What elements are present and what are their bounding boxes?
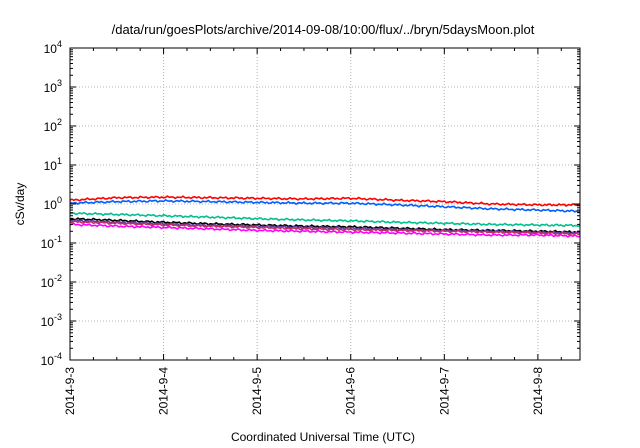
x-tick-labels: 2014-9-3 2014-9-4 2014-9-5 2014-9-6 2014-9-7… (63, 367, 545, 415)
ticks (69, 47, 580, 361)
x-tick-label: 2014-9-7 (437, 367, 451, 415)
y-tick-label: 104 (44, 39, 62, 56)
series-line (69, 211, 581, 228)
y-axis-label: cSv/day (13, 183, 27, 226)
y-tick-label: 103 (44, 78, 62, 95)
x-tick-label: 2014-9-3 (63, 367, 77, 415)
y-tick-label: 10-2 (41, 273, 62, 290)
y-tick-label: 100 (44, 195, 62, 212)
series-line (69, 195, 581, 207)
y-tick-label: 10-1 (41, 234, 62, 251)
y-tick-label: 10-4 (41, 351, 62, 368)
y-tick-label: 101 (44, 156, 62, 173)
series-line (69, 199, 581, 213)
x-tick-label: 2014-9-5 (250, 367, 264, 415)
x-axis-label: Coordinated Universal Time (UTC) (231, 430, 415, 444)
x-tick-label: 2014-9-8 (531, 367, 545, 415)
x-tick-label: 2014-9-4 (157, 367, 171, 415)
chart-title: /data/run/goesPlots/archive/2014-09-08/1… (112, 22, 535, 37)
series-group (69, 195, 581, 238)
y-tick-label: 10-3 (41, 312, 62, 329)
series-line (69, 222, 581, 238)
y-tick-label: 102 (44, 117, 62, 134)
y-tick-labels: 10-4 10-3 10-2 10-1 100 101 102 103 104 (41, 39, 62, 368)
x-tick-label: 2014-9-6 (344, 367, 358, 415)
series-line (69, 220, 581, 236)
